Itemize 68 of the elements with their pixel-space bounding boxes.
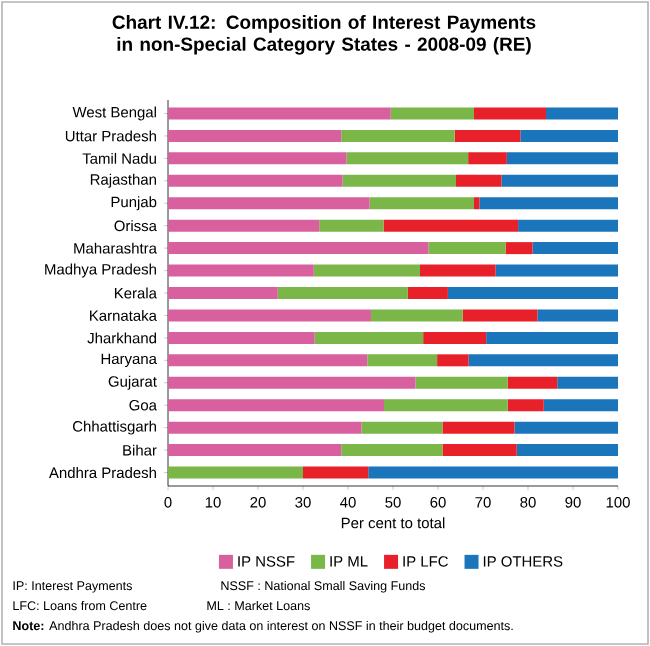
bar [437,354,469,367]
bar [501,174,619,187]
bar [518,219,619,232]
bar [390,107,475,120]
bar [168,264,314,277]
bar [168,309,371,322]
bar [447,287,619,299]
bar [383,219,519,232]
bar [168,107,391,120]
bar [537,309,619,322]
bar [520,129,619,142]
bar [462,309,538,322]
bar [368,466,619,479]
bar [514,421,619,434]
bar [168,331,315,344]
bar [168,444,342,457]
bar [442,421,515,434]
bar [168,242,429,255]
bar [428,242,506,255]
bar [557,376,619,389]
bar [468,152,507,165]
bar [507,399,544,412]
bar [168,421,362,434]
bar [313,264,420,277]
bar [546,107,619,120]
bar [168,174,343,187]
bar [168,466,303,479]
bar [168,399,384,412]
bar [442,444,517,457]
bar [495,264,619,277]
bar [543,399,619,412]
bar [423,331,487,344]
bar [468,354,619,367]
bar [168,354,368,367]
bar [506,152,619,165]
bar [341,129,455,142]
bar [454,129,521,142]
bar [474,107,547,120]
bar [277,287,408,299]
bar [168,129,342,142]
bar [168,219,320,232]
bar [370,309,463,322]
bar [314,331,424,344]
bar [168,376,416,389]
bar [367,354,438,367]
bar [479,197,619,210]
bar [415,376,508,389]
bar [369,197,475,210]
bar [456,174,502,187]
bar [507,376,558,389]
chart-title: Chart IV.12: Composition of Interest Payments in non-Special Category States - 2008-09 (RE) [112,15,536,55]
bar [303,466,369,479]
bar [516,444,619,457]
bar [474,197,480,210]
bar [420,264,496,277]
bar [384,399,508,412]
bar [486,331,619,344]
bar [407,287,448,299]
bar [168,197,370,210]
bar [532,242,619,255]
bar [346,152,469,165]
bar [168,152,347,165]
bar [505,242,533,255]
bar [168,287,278,299]
bar [361,421,443,434]
bar [341,444,443,457]
bar [342,174,456,187]
bar [319,219,384,232]
